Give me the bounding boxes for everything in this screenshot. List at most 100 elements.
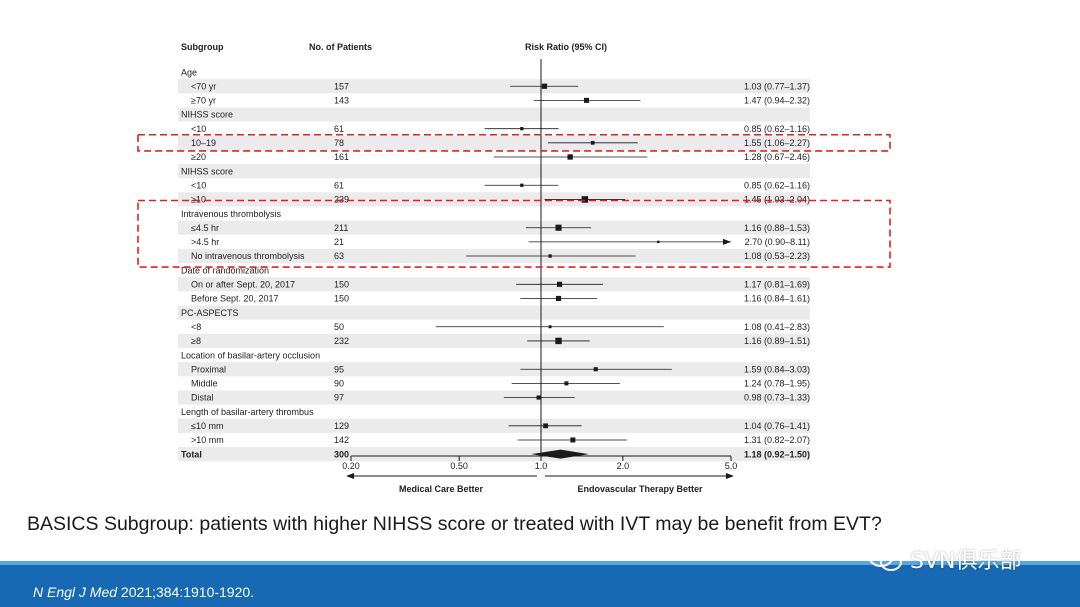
- subgroup-label: ≤10 mm: [191, 421, 223, 431]
- point-estimate: [536, 395, 541, 400]
- subgroup-label: <8: [191, 322, 201, 332]
- ci-text: 1.45 (1.03–2.04): [744, 195, 810, 205]
- ci-text: 0.85 (0.62–1.16): [744, 180, 810, 190]
- patient-count: 239: [334, 195, 349, 205]
- point-estimate: [590, 140, 595, 145]
- row-shade: [178, 107, 810, 122]
- patient-count: 61: [334, 124, 344, 134]
- subgroup-label: ≥10: [191, 195, 206, 205]
- row-shade: [178, 447, 810, 462]
- subgroup-label: No intravenous thrombolysis: [191, 251, 305, 261]
- subgroup-label: <10: [191, 180, 206, 190]
- subgroup-label: Distal: [191, 393, 214, 403]
- x-tick-label: 0.50: [450, 461, 468, 471]
- ci-text: 0.98 (0.73–1.33): [744, 393, 810, 403]
- point-estimate: [581, 196, 589, 203]
- forest-plot: Subgroup No. of Patients Risk Ratio (95% C…: [137, 42, 891, 494]
- row-shade: [178, 220, 810, 235]
- point-estimate: [541, 83, 548, 89]
- point-estimate: [583, 97, 589, 103]
- group-label: NIHSS score: [181, 110, 233, 120]
- row-shade: [178, 305, 810, 320]
- ci-text: 1.03 (0.77–1.37): [744, 81, 810, 91]
- x-tick-label: 5.0: [725, 461, 738, 471]
- point-estimate: [556, 281, 563, 287]
- subgroup-label: ≤4.5 hr: [191, 223, 219, 233]
- point-estimate: [548, 325, 552, 329]
- ci-text: 1.16 (0.88–1.53): [744, 223, 810, 233]
- right-direction-label: Endovascular Therapy Better: [577, 484, 703, 494]
- subgroup-label: ≥8: [191, 336, 201, 346]
- point-estimate: [520, 127, 524, 131]
- patient-count: 78: [334, 138, 344, 148]
- row-shade: [178, 418, 810, 433]
- subgroup-label: >4.5 hr: [191, 237, 219, 247]
- total-label: Total: [181, 449, 202, 459]
- subgroup-label: Middle: [191, 379, 218, 389]
- highlight-box: [137, 199, 891, 268]
- footer-stripe: [0, 561, 1080, 565]
- patient-count: 21: [334, 237, 344, 247]
- left-direction-label: Medical Care Better: [399, 484, 484, 494]
- group-label: Date of randomization: [181, 265, 269, 275]
- ci-text: 1.31 (0.82–2.07): [744, 435, 810, 445]
- patient-count: 97: [334, 393, 344, 403]
- row-shade: [178, 164, 810, 179]
- row-shade: [178, 135, 810, 150]
- group-label: PC-ASPECTS: [181, 308, 239, 318]
- group-label: NIHSS score: [181, 166, 233, 176]
- x-tick-label: 1.0: [535, 461, 548, 471]
- ci-text: 2.70 (0.90–8.11): [745, 237, 810, 247]
- patient-count: 95: [334, 364, 344, 374]
- point-estimate: [548, 254, 552, 258]
- point-estimate: [555, 224, 562, 231]
- patient-count: 61: [334, 180, 344, 190]
- subgroup-label: <10: [191, 124, 206, 134]
- row-shade: [178, 79, 810, 94]
- patient-count: 50: [334, 322, 344, 332]
- direction-arrowhead-left: [346, 473, 354, 479]
- citation: N Engl J Med 2021;384:1910-1920.: [33, 584, 254, 600]
- subgroup-label: Proximal: [191, 364, 226, 374]
- ci-text: 1.47 (0.94–2.32): [744, 96, 810, 106]
- ci-text: 1.08 (0.41–2.83): [744, 322, 810, 332]
- ci-arrow: [723, 238, 731, 245]
- journal-name: N Engl J Med: [33, 584, 118, 600]
- subgroup-label: <70 yr: [191, 81, 216, 91]
- group-label: Age: [181, 67, 197, 77]
- patient-count: 150: [334, 294, 349, 304]
- patient-count: 142: [334, 435, 349, 445]
- patient-count: 300: [334, 449, 349, 459]
- ci-text: 1.28 (0.67–2.46): [744, 152, 810, 162]
- patient-count: 211: [334, 223, 348, 233]
- row-shade: [178, 333, 810, 348]
- watermark-text: SVN俱乐部: [910, 549, 1022, 574]
- header-patients: No. of Patients: [309, 42, 372, 52]
- patient-count: 157: [334, 81, 349, 91]
- patient-count: 129: [334, 421, 349, 431]
- point-estimate: [564, 381, 569, 386]
- row-shade: [178, 277, 810, 292]
- direction-arrowhead-right: [726, 473, 734, 479]
- ci-text: 1.55 (1.06–2.27): [744, 138, 810, 148]
- ci-text: 0.85 (0.62–1.16): [744, 124, 810, 134]
- row-shade: [178, 390, 810, 405]
- subgroup-label: On or after Sept. 20, 2017: [191, 280, 295, 290]
- ci-text: 1.17 (0.81–1.69): [744, 280, 810, 290]
- group-label: Intravenous thrombolysis: [181, 209, 282, 219]
- point-estimate: [520, 183, 524, 187]
- point-estimate: [567, 154, 573, 160]
- group-label: Length of basilar-artery thrombus: [181, 407, 314, 417]
- point-estimate: [543, 423, 549, 429]
- subgroup-label: ≥70 yr: [191, 96, 216, 106]
- x-tick-label: 0.20: [342, 461, 360, 471]
- slide-caption: BASICS Subgroup: patients with higher NI…: [27, 513, 882, 535]
- watermark: SVN俱乐部: [866, 543, 1021, 575]
- subgroup-label: Before Sept. 20, 2017: [191, 294, 279, 304]
- point-estimate: [555, 337, 562, 345]
- ci-text: 1.59 (0.84–3.03): [744, 364, 810, 374]
- ci-text: 1.16 (0.84–1.61): [744, 294, 810, 304]
- ci-text: 1.18 (0.92–1.50): [744, 449, 810, 459]
- subgroup-label: 10–19: [191, 138, 216, 148]
- ci-text: 1.24 (0.78–1.95): [744, 379, 810, 389]
